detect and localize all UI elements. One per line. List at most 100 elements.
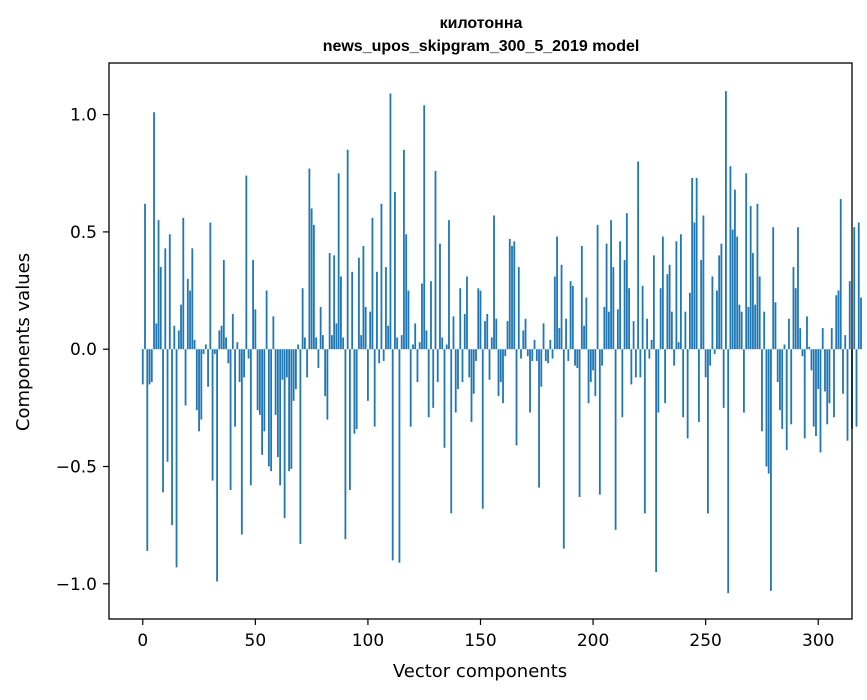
bar: [247, 349, 250, 359]
bar: [589, 349, 592, 383]
bar: [211, 349, 214, 481]
bar: [628, 288, 630, 350]
y-tick-label: 1.0: [70, 106, 97, 126]
bar: [463, 314, 466, 350]
bar: [321, 335, 324, 350]
bar: [830, 328, 833, 350]
bar: [414, 323, 417, 350]
bar: [707, 349, 709, 514]
bar: [497, 349, 500, 397]
bar: [560, 264, 563, 350]
bar: [535, 349, 538, 361]
bar: [207, 349, 209, 387]
bar: [677, 342, 680, 350]
bar: [515, 349, 518, 446]
bar: [587, 349, 590, 404]
bar: [326, 349, 329, 420]
bar: [598, 349, 601, 495]
bar: [331, 335, 333, 350]
bar: [531, 349, 534, 361]
bar: [400, 335, 403, 350]
bar: [457, 349, 459, 390]
bar: [195, 349, 198, 411]
bar: [303, 337, 306, 350]
bar: [790, 349, 793, 425]
bar: [349, 349, 351, 490]
bar: [484, 321, 486, 350]
bar: [839, 199, 842, 350]
bar: [301, 288, 304, 350]
bar: [722, 349, 725, 408]
bar: [776, 349, 779, 383]
bar: [364, 306, 367, 350]
bar: [781, 349, 784, 429]
bar: [292, 349, 295, 401]
bar: [488, 349, 491, 380]
bar: [403, 149, 405, 350]
bar: [603, 306, 606, 350]
bar: [529, 349, 531, 413]
chart-subtitle: news_upos_skipgram_300_5_2019 model: [323, 38, 640, 55]
bar: [281, 349, 284, 380]
bar: [806, 316, 808, 350]
bar: [736, 236, 739, 350]
bar: [731, 229, 734, 350]
bar: [562, 349, 565, 549]
bar: [222, 260, 225, 350]
bar: [231, 314, 234, 350]
x-tick-label: 100: [352, 631, 384, 651]
bar: [704, 349, 707, 378]
bar: [148, 349, 151, 385]
bar: [189, 290, 191, 350]
bar: [693, 222, 696, 350]
bar: [141, 349, 144, 385]
bar: [434, 170, 437, 350]
bar: [540, 349, 543, 387]
bar: [450, 349, 453, 514]
bar: [621, 349, 624, 418]
bar: [367, 349, 369, 401]
bar: [607, 311, 610, 350]
bar: [252, 260, 254, 350]
bar: [193, 339, 196, 350]
bar: [416, 349, 419, 383]
bar: [344, 349, 347, 540]
bar: [716, 290, 718, 350]
bar: [495, 318, 498, 350]
bar: [740, 311, 743, 350]
x-tick-label: 300: [802, 631, 834, 651]
bar: [308, 168, 311, 350]
bar: [817, 349, 820, 390]
bar: [792, 267, 795, 350]
bar: [846, 349, 849, 441]
y-tick-label: −1.0: [56, 575, 97, 595]
bar: [481, 349, 484, 509]
bar: [439, 243, 441, 350]
bar: [666, 274, 669, 350]
bar: [785, 349, 788, 451]
bar: [441, 337, 444, 350]
bar: [549, 339, 552, 350]
bar: [835, 295, 838, 350]
bar: [673, 349, 676, 366]
bar: [772, 227, 775, 350]
bar: [526, 349, 529, 357]
bar: [423, 105, 426, 350]
bar: [553, 276, 556, 350]
bar: [389, 93, 392, 350]
bar: [398, 349, 401, 563]
bar: [490, 337, 493, 350]
bar: [267, 349, 270, 467]
bar: [155, 323, 158, 350]
bar: [153, 112, 155, 350]
bar: [711, 276, 714, 350]
bar: [470, 349, 473, 422]
bar: [565, 318, 567, 350]
bar: [180, 304, 182, 350]
bar: [695, 177, 698, 350]
bar: [508, 238, 511, 350]
bar: [204, 344, 207, 350]
bar: [670, 311, 673, 350]
bar: [328, 253, 331, 350]
